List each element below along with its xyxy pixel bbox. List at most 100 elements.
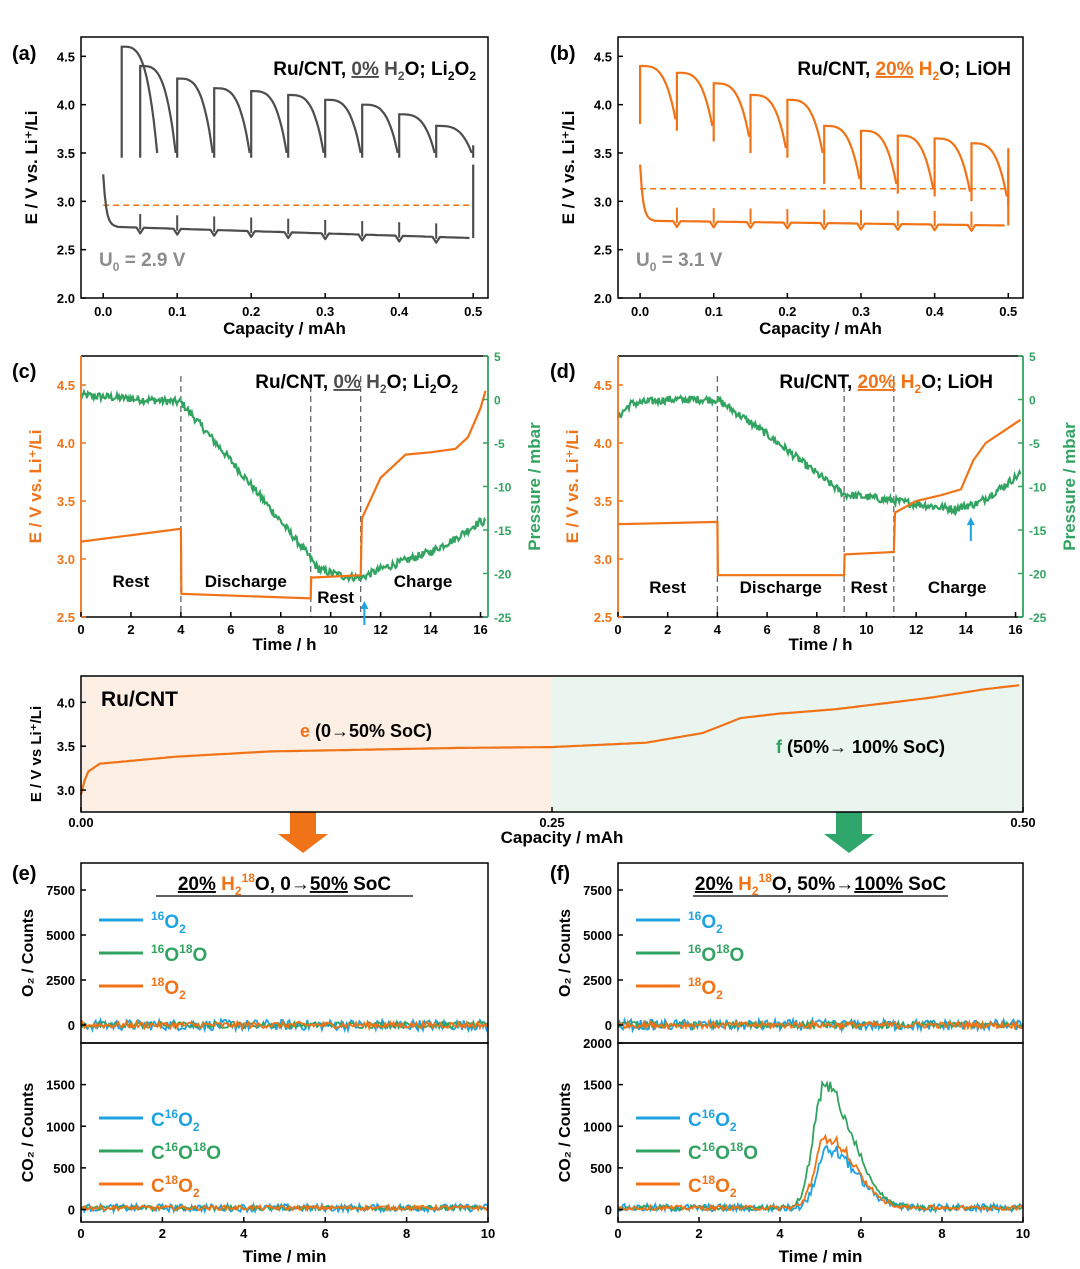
soc-title: Ru/CNT — [101, 688, 178, 711]
charge-hook-a — [213, 87, 251, 158]
charge-hook-b — [970, 142, 1008, 202]
x-tick-label-d: 10 — [859, 622, 873, 637]
y2-axis-label-d: Pressure / mbar — [1060, 422, 1079, 551]
x-tick-label-a: 0.1 — [168, 304, 186, 319]
x-tick-label-b: 0.5 — [999, 304, 1017, 319]
legend-label-o2-e-part: 18 — [179, 942, 193, 956]
y-tick-label-o2-f: 5000 — [583, 928, 612, 943]
x-tick-label-d: 12 — [909, 622, 923, 637]
legend-label-co2-f-part: 16 — [702, 1140, 716, 1154]
y-tick-label-o2-f: 2500 — [583, 973, 612, 988]
y2-tick-label-d: -20 — [1029, 568, 1047, 582]
y2-tick-label-d: -5 — [1029, 437, 1040, 451]
plot-title-e-part: H — [216, 874, 235, 895]
plot-title-d-part: O; LiOH — [921, 372, 993, 393]
y-tick-label-co2-f: 500 — [590, 1161, 612, 1176]
legend-label-co2-e-part: 18 — [193, 1140, 207, 1154]
x-tick-label-a: 0.0 — [94, 304, 112, 319]
legend-label-co2-f-part: 2 — [730, 1186, 737, 1200]
legend-label-co2-e-part: O — [178, 1176, 193, 1197]
legend-label-co2-f: C16O2 — [688, 1107, 737, 1134]
plot-title-d-part: Ru/CNT, — [779, 372, 857, 393]
x-axis-label-soc: Capacity / mAh — [501, 828, 624, 847]
charge-hook-a — [120, 45, 159, 158]
legend-label-co2-f-part: C — [688, 1110, 702, 1131]
u0-annotation-b-part: 0 — [650, 260, 657, 274]
region-e-label: e (0→50% SoC) — [300, 721, 432, 741]
legend-label-o2-e: 16O18O — [151, 942, 207, 966]
u0-annotation-a-part: = 2.9 V — [119, 250, 185, 271]
u0-annotation-b: U0 = 3.1 V — [636, 250, 723, 274]
y2-tick-label-c: -5 — [494, 437, 505, 451]
y2-tick-label-c: -20 — [494, 568, 512, 582]
x-tick-label-c: 8 — [277, 622, 284, 637]
y2-tick-label-c: -25 — [494, 611, 512, 625]
y-tick-label-soc: 3.5 — [57, 739, 75, 754]
legend-label-co2-f: C18O2 — [688, 1173, 737, 1200]
u0-annotation-b-part: U — [636, 250, 650, 271]
x-tick-label-a: 0.4 — [390, 304, 409, 319]
charge-hook-b — [896, 134, 935, 194]
y-tick-label-co2-e: 1500 — [46, 1078, 75, 1093]
y-tick-label-c: 4.5 — [57, 378, 75, 393]
panel-label-e: (e) — [12, 863, 36, 885]
legend-label-co2-e-part: 2 — [193, 1120, 200, 1134]
plot-title-a-part: 2 — [398, 69, 405, 83]
charge-hook-a — [287, 93, 325, 158]
legend-label-co2-e-part: 16 — [165, 1107, 179, 1121]
x-tick-label-e: 0 — [77, 1226, 84, 1241]
charge-hook-b — [933, 137, 972, 197]
y2-tick-label-d: -15 — [1029, 524, 1047, 538]
y-tick-label-b: 3.5 — [594, 146, 612, 161]
x-tick-label-soc: 0.25 — [539, 815, 564, 830]
y-tick-label-co2-f: 2000 — [583, 1036, 612, 1051]
legend-label-o2-f-part: 16 — [688, 942, 702, 956]
y-tick-label-c: 3.5 — [57, 494, 75, 509]
plot-title-e: 20% H218O, 0→50% SoC — [178, 871, 392, 898]
y-tick-label-co2-f: 1500 — [583, 1078, 612, 1093]
u0-annotation-a-part: 0 — [113, 260, 120, 274]
legend-label-co2-e-part: C — [151, 1176, 165, 1197]
y2-tick-label-d: 0 — [1029, 394, 1036, 408]
phase-label-d: Rest — [649, 578, 686, 597]
region-e-label-part: e — [300, 721, 310, 741]
phase-label-c: Discharge — [205, 572, 287, 591]
plot-title-a-part: O — [455, 59, 470, 80]
potential-curve-d — [617, 418, 1022, 577]
plot-title-d-part: 20% — [858, 372, 896, 393]
legend-label-o2-f-part: 2 — [716, 988, 723, 1002]
charge-hook-b — [749, 93, 787, 153]
y-tick-label-a: 4.5 — [57, 49, 75, 64]
y-axis-label-a: E / V vs. Li⁺/Li — [22, 111, 41, 225]
u0-annotation-a: U0 = 2.9 V — [99, 250, 186, 274]
plot-title-f-part: 18 — [759, 871, 773, 885]
x-tick-label-c: 6 — [227, 622, 234, 637]
plot-title-a: Ru/CNT, 0% H2O; Li2O2 — [273, 59, 476, 83]
plot-title-a-part: 2 — [448, 69, 455, 83]
y-tick-label-d: 2.5 — [594, 610, 612, 625]
y-tick-label-o2-f: 0 — [605, 1018, 612, 1033]
legend-label-o2-e: 18O2 — [151, 975, 186, 1002]
x-tick-label-c: 14 — [423, 622, 438, 637]
plot-title-c-part: 0% — [333, 372, 361, 393]
x-tick-label-d: 14 — [959, 622, 974, 637]
x-tick-label-d: 4 — [714, 622, 722, 637]
x-tick-label-a: 0.3 — [316, 304, 334, 319]
region-f-label-part: f — [776, 737, 783, 757]
phase-label-c: Rest — [317, 588, 354, 607]
plot-frame-co2-f — [617, 1042, 1024, 1223]
x-axis-label-a: Capacity / mAh — [223, 319, 346, 338]
plot-title-b-part: O; LiOH — [939, 59, 1011, 80]
legend-label-o2-f-part: 2 — [716, 922, 723, 936]
plot-title-f-part: O, 50%→ — [772, 874, 854, 895]
charge-hook-a — [361, 103, 399, 158]
plot-title-d-part: 2 — [915, 382, 922, 396]
legend-label-o2-f: 16O2 — [688, 909, 723, 936]
x-tick-label-f: 10 — [1016, 1226, 1030, 1241]
x-tick-label-d: 0 — [614, 622, 621, 637]
legend-label-o2-f-part: O — [701, 912, 716, 933]
co2-trace-2-f — [617, 1133, 1024, 1213]
plot-title-e-part: 2 — [235, 884, 242, 898]
y-tick-label-d: 4.5 — [594, 378, 612, 393]
plot-title-b-part: Ru/CNT, — [797, 59, 875, 80]
